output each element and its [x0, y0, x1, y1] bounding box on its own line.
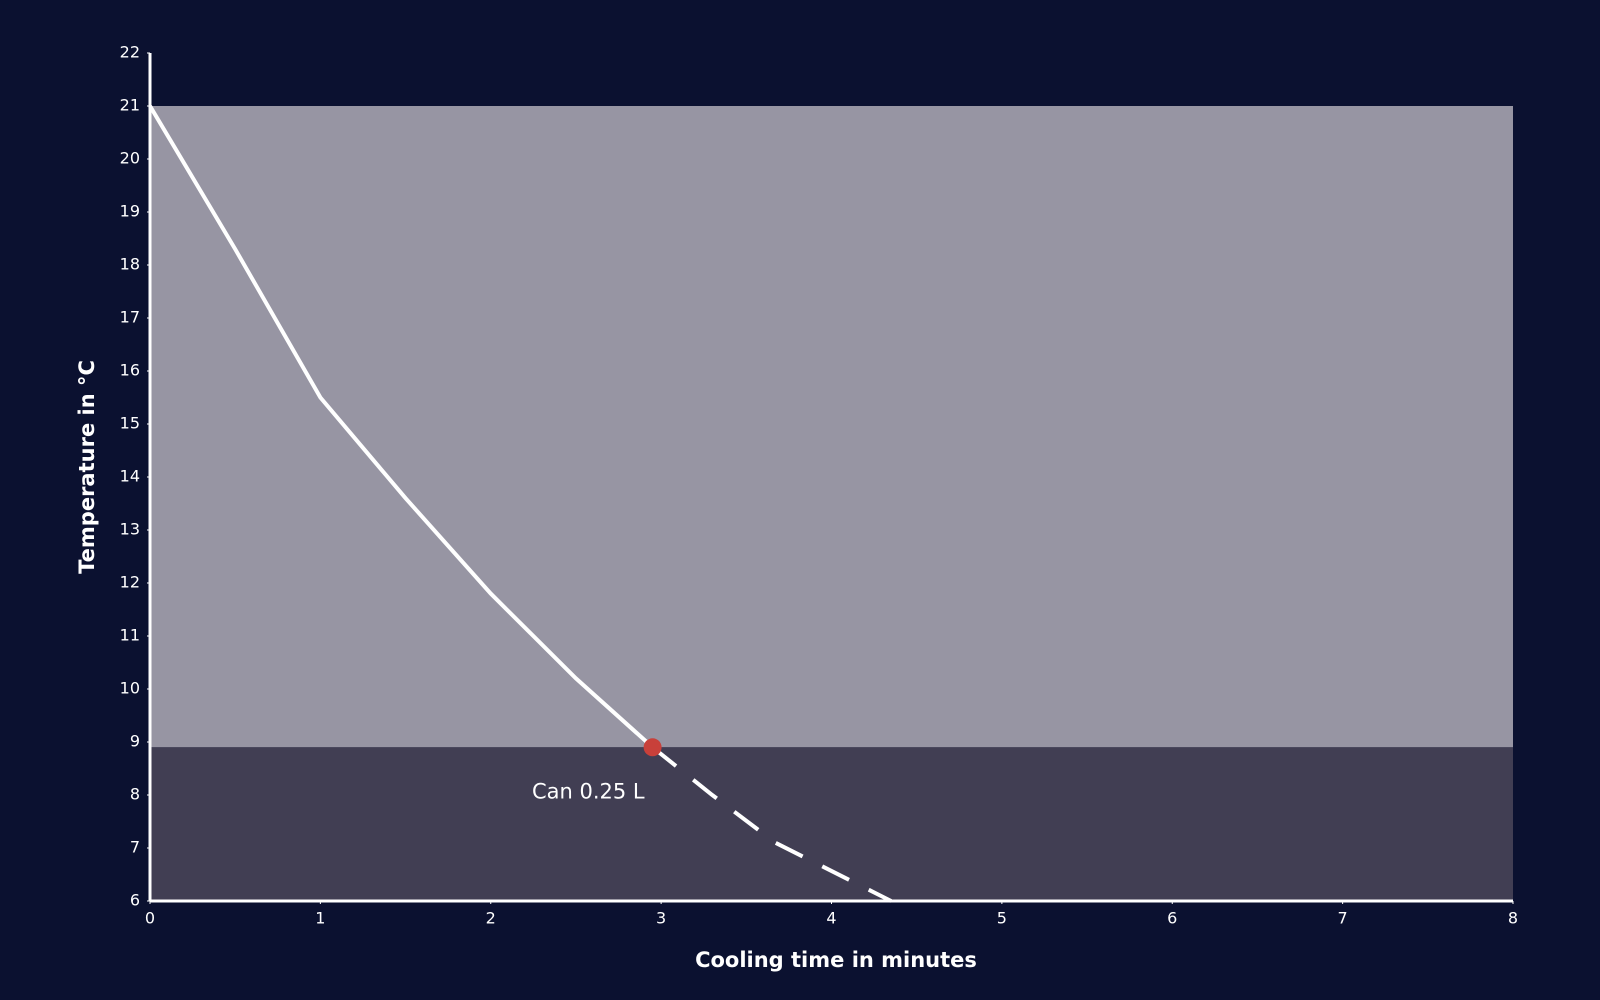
y-tick-label: 13: [120, 520, 140, 539]
marker-point: [643, 738, 662, 757]
x-tick-label: 3: [656, 909, 666, 928]
x-tick-label: 2: [486, 909, 496, 928]
y-tick-label: 22: [120, 43, 140, 62]
y-tick-label: 12: [120, 573, 140, 592]
y-tick-label: 7: [130, 838, 140, 857]
y-tick-label: 6: [130, 891, 140, 910]
band: [150, 747, 1513, 901]
y-tick-label: 18: [120, 255, 140, 274]
y-tick-label: 10: [120, 679, 140, 698]
x-axis-title: Cooling time in minutes: [695, 948, 977, 972]
y-tick-label: 14: [120, 467, 140, 486]
x-tick-label: 8: [1508, 909, 1518, 928]
x-tick-label: 4: [826, 909, 836, 928]
y-tick-label: 9: [130, 732, 140, 751]
band: [150, 106, 1513, 748]
x-tick-label: 7: [1338, 909, 1348, 928]
y-tick-label: 8: [130, 785, 140, 804]
x-tick-label: 5: [997, 909, 1007, 928]
y-tick-label: 21: [120, 96, 140, 115]
y-tick-label: 17: [120, 308, 140, 327]
y-tick-label: 15: [120, 414, 140, 433]
line: [148, 104, 654, 749]
x-tick-label: 1: [315, 909, 325, 928]
y-tick-label: 19: [120, 202, 140, 221]
y-axis-title: Temperature in °C: [75, 360, 99, 574]
annotation-label: Can 0.25 L: [532, 779, 645, 803]
x-tick-label: 0: [145, 909, 155, 928]
line-dashed: [651, 745, 893, 903]
y-tick-label: 16: [120, 361, 140, 380]
x-tick-label: 6: [1167, 909, 1177, 928]
y-tick-label: 20: [120, 149, 140, 168]
y-tick-label: 11: [120, 626, 140, 645]
